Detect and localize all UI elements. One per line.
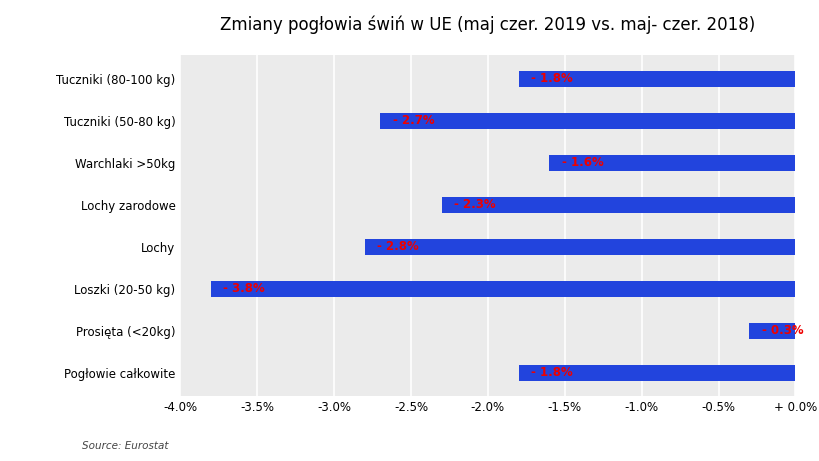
Text: - 1.8%: - 1.8% xyxy=(531,366,572,379)
Text: Source: Eurostat: Source: Eurostat xyxy=(82,442,168,451)
Bar xyxy=(380,113,794,129)
Title: Zmiany pogłowia świń w UE (maj czer. 2019 vs. maj- czer. 2018): Zmiany pogłowia świń w UE (maj czer. 201… xyxy=(220,16,754,34)
Bar xyxy=(549,155,794,171)
Text: - 2.8%: - 2.8% xyxy=(377,240,419,254)
Text: - 1.6%: - 1.6% xyxy=(561,156,603,169)
Bar xyxy=(441,197,794,213)
Bar xyxy=(518,365,794,381)
Bar xyxy=(518,71,794,87)
Bar xyxy=(749,323,794,339)
Text: - 2.7%: - 2.7% xyxy=(392,114,434,127)
Text: - 2.3%: - 2.3% xyxy=(454,198,495,212)
Text: - 3.8%: - 3.8% xyxy=(224,283,265,296)
Text: - 0.3%: - 0.3% xyxy=(761,325,803,337)
Bar xyxy=(211,281,794,297)
Bar xyxy=(364,239,794,255)
Text: - 1.8%: - 1.8% xyxy=(531,72,572,85)
